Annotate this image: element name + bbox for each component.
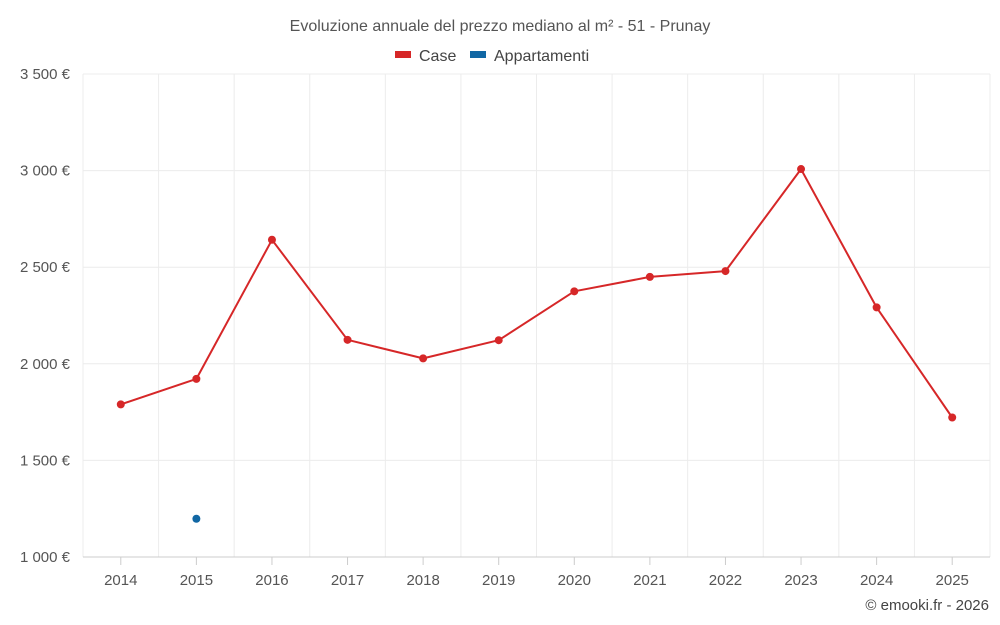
x-tick-label-2015: 2015 [180, 572, 213, 589]
x-tick-label-2021: 2021 [633, 572, 666, 589]
x-tick-label-2017: 2017 [331, 572, 364, 589]
x-tick-label-2014: 2014 [104, 572, 137, 589]
y-tick-label-1: 1 500 € [20, 452, 71, 469]
x-tick-label-2024: 2024 [860, 572, 893, 589]
data-point-case-2023 [797, 165, 806, 174]
grid-layer [82, 73, 991, 557]
data-point-case-2021 [645, 272, 654, 281]
y-tick-label-5: 3 500 € [20, 66, 71, 83]
y-tick-label-0: 1 000 € [20, 549, 71, 566]
legend-label-appartamenti[interactable]: Appartamenti [494, 48, 589, 65]
x-tick-label-2016: 2016 [255, 572, 288, 589]
data-point-case-2018 [419, 354, 428, 363]
data-point-case-2015 [192, 374, 201, 383]
x-tick-label-2019: 2019 [482, 572, 515, 589]
data-point-case-2024 [872, 303, 881, 312]
y-tick-label-2: 2 000 € [20, 356, 71, 373]
legend-swatch-appartamenti[interactable] [470, 51, 486, 58]
chart-title: Evoluzione annuale del prezzo mediano al… [290, 18, 711, 35]
data-point-case-2017 [343, 335, 352, 344]
x-tick-label-2025: 2025 [936, 572, 969, 589]
data-point-case-2019 [494, 336, 503, 345]
data-point-case-2025 [948, 413, 957, 422]
x-tick-label-2022: 2022 [709, 572, 742, 589]
data-point-case-2014 [116, 400, 125, 409]
series-line-case [120, 168, 954, 419]
x-tick-label-2018: 2018 [406, 572, 439, 589]
axis-layer: 1 000 € 1 500 € 2 000 € 2 500 € 3 000 € 3 500… [20, 66, 990, 589]
data-point-case-2016 [267, 235, 276, 244]
y-tick-label-3: 2 500 € [20, 259, 71, 276]
legend: Case Appartamenti [395, 48, 589, 65]
data-point-case-2022 [721, 267, 730, 276]
x-tick-label-2020: 2020 [558, 572, 591, 589]
x-tick-label-2023: 2023 [784, 572, 817, 589]
y-tick-label-4: 3 000 € [20, 163, 71, 180]
credit-text: © emooki.fr - 2026 [865, 597, 989, 614]
legend-swatch-case[interactable] [395, 51, 411, 58]
data-point-case-2020 [570, 287, 579, 296]
series-layer [116, 165, 957, 523]
legend-label-case[interactable]: Case [419, 48, 456, 65]
data-point-appartamenti-2015 [192, 514, 201, 523]
